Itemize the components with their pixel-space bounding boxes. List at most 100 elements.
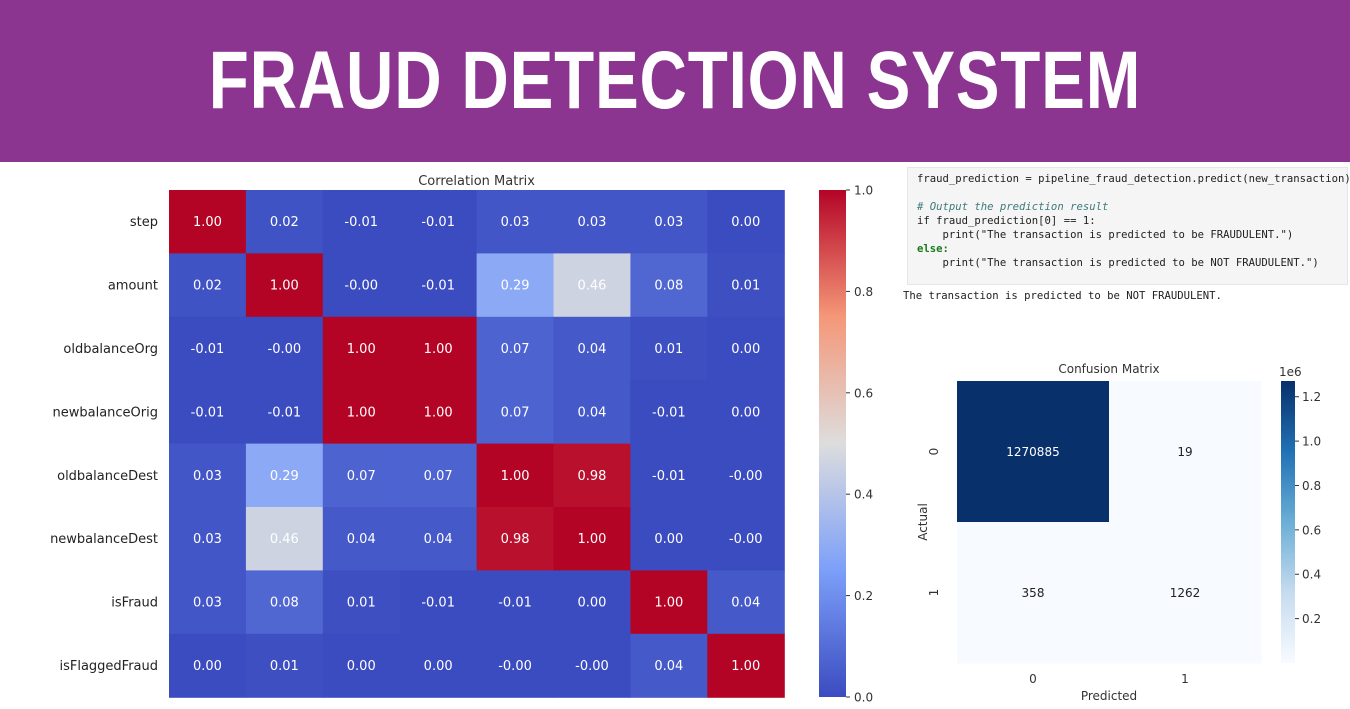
heatmap-cell (245, 570, 324, 635)
cell-value-label: -0.00 (268, 342, 302, 357)
colorbar-tick-label: 0.8 (1302, 479, 1321, 493)
heatmap-cell (169, 316, 247, 381)
cell-value-label: 0.07 (501, 342, 530, 357)
colorbar-tick-label: 0.4 (1302, 568, 1321, 582)
cell-value-label: 0.04 (424, 532, 453, 547)
heatmap-cell (707, 570, 785, 635)
page-title: FRAUD DETECTION SYSTEM (208, 35, 1142, 126)
heatmap-cell (553, 507, 631, 571)
y-axis-label: Actual (916, 503, 930, 541)
heatmap-cell (322, 190, 401, 254)
heatmap-cell (169, 633, 247, 698)
colorbar-tick-label: 1.2 (1302, 390, 1321, 404)
colorbar-tick-label: 1.0 (1302, 435, 1321, 449)
cell-value-label: 0.03 (193, 532, 222, 547)
heatmap-cell (322, 507, 401, 571)
heatmap-cell (553, 190, 631, 254)
x-tick-label: 1 (1181, 672, 1189, 686)
cell-value-label: 0.46 (270, 532, 299, 547)
code-output: The transaction is predicted to be NOT F… (903, 290, 1222, 302)
heatmap-cell (399, 253, 478, 318)
cell-value-label: 0.03 (501, 215, 530, 230)
heatmap-cell (169, 443, 247, 508)
heatmap-cell (399, 190, 478, 254)
cell-value-label: 0.03 (193, 469, 222, 484)
heatmap-cell (1109, 522, 1262, 664)
y-tick-label: 0 (927, 448, 941, 456)
heatmap-cell (245, 316, 324, 381)
cell-value-label: 19 (1177, 445, 1192, 459)
heatmap-cell (245, 507, 324, 571)
cell-value-label: 0.02 (193, 279, 222, 294)
cell-value-label: -0.01 (191, 342, 225, 357)
heatmap-cell (399, 443, 478, 508)
heatmap-cell (169, 380, 247, 445)
colorbar-tick-label: 0.2 (1302, 612, 1321, 626)
row-label: newbalanceDest (50, 532, 158, 547)
heatmap-cell (707, 253, 785, 318)
heatmap-cell (476, 253, 555, 318)
cell-value-label: 1270885 (1006, 445, 1059, 459)
heatmap-cell (707, 316, 785, 381)
colorbar-tick-label: 1.0 (854, 184, 873, 198)
heatmap-cell (322, 443, 401, 508)
heatmap-cell (245, 443, 324, 508)
cell-value-label: 1.00 (424, 342, 453, 357)
cell-value-label: 0.00 (193, 659, 222, 674)
code-line: if fraud_prediction[0] == 1: (917, 215, 1096, 227)
cell-value-label: 0.07 (424, 469, 453, 484)
cell-value-label: 0.00 (577, 596, 606, 611)
heatmap-cell (707, 380, 785, 445)
row-label: newbalanceOrig (53, 405, 159, 420)
cell-value-label: 0.02 (270, 215, 299, 230)
heatmap-cell (630, 633, 708, 698)
heatmap-cell (630, 443, 708, 508)
cell-value-label: -0.00 (729, 469, 763, 484)
colorbar-scale-label: 1e6 (1279, 365, 1302, 379)
cell-value-label: -0.01 (421, 596, 455, 611)
cell-value-label: -0.00 (498, 659, 532, 674)
code-line: else: (917, 243, 949, 255)
cell-value-label: 1.00 (270, 279, 299, 294)
heatmap-cell (322, 253, 401, 318)
cell-value-label: 0.00 (731, 215, 760, 230)
cell-value-label: -0.01 (652, 469, 686, 484)
cell-value-label: 1.00 (347, 342, 376, 357)
code-comment: # Output the prediction result (917, 201, 1109, 213)
cell-value-label: 0.03 (577, 215, 606, 230)
heatmap-cell (245, 633, 324, 698)
cell-value-label: 0.07 (347, 469, 376, 484)
heatmap-cell (957, 381, 1110, 523)
colorbar (819, 190, 846, 697)
cell-value-label: -0.01 (421, 279, 455, 294)
cell-value-label: 1.00 (424, 405, 453, 420)
heatmap-cell (476, 507, 555, 571)
heatmap-cell (169, 570, 247, 635)
heatmap-cell (553, 570, 631, 635)
row-label: oldbalanceDest (57, 469, 158, 484)
x-axis-label: Predicted (1081, 689, 1137, 703)
cell-value-label: -0.01 (344, 215, 378, 230)
heatmap-cell (630, 507, 708, 571)
cell-value-label: 0.01 (347, 596, 376, 611)
cell-value-label: 0.00 (424, 659, 453, 674)
row-label: amount (108, 279, 158, 294)
heatmap-cell (322, 570, 401, 635)
cell-value-label: 0.08 (654, 279, 683, 294)
code-line: print("The transaction is predicted to b… (917, 229, 1294, 241)
cell-value-label: 0.03 (193, 596, 222, 611)
cell-value-label: 0.00 (731, 405, 760, 420)
cell-value-label: 0.01 (654, 342, 683, 357)
cell-value-label: -0.00 (344, 279, 378, 294)
cell-value-label: 0.01 (731, 279, 760, 294)
heatmap-cell (707, 190, 785, 254)
heatmap-cell (169, 190, 247, 254)
colorbar-tick-label: 0.6 (854, 386, 873, 400)
cell-value-label: -0.01 (268, 405, 302, 420)
chart-title: Confusion Matrix (1058, 362, 1159, 376)
correlation-matrix-chart: Correlation Matrix 1.00 0.02 -0.01 -0.01 0.03… (50, 174, 873, 705)
heatmap-cell (399, 380, 478, 445)
heatmap-cell (169, 507, 247, 571)
cell-value-label: 1.00 (347, 405, 376, 420)
cell-value-label: 0.01 (270, 659, 299, 674)
